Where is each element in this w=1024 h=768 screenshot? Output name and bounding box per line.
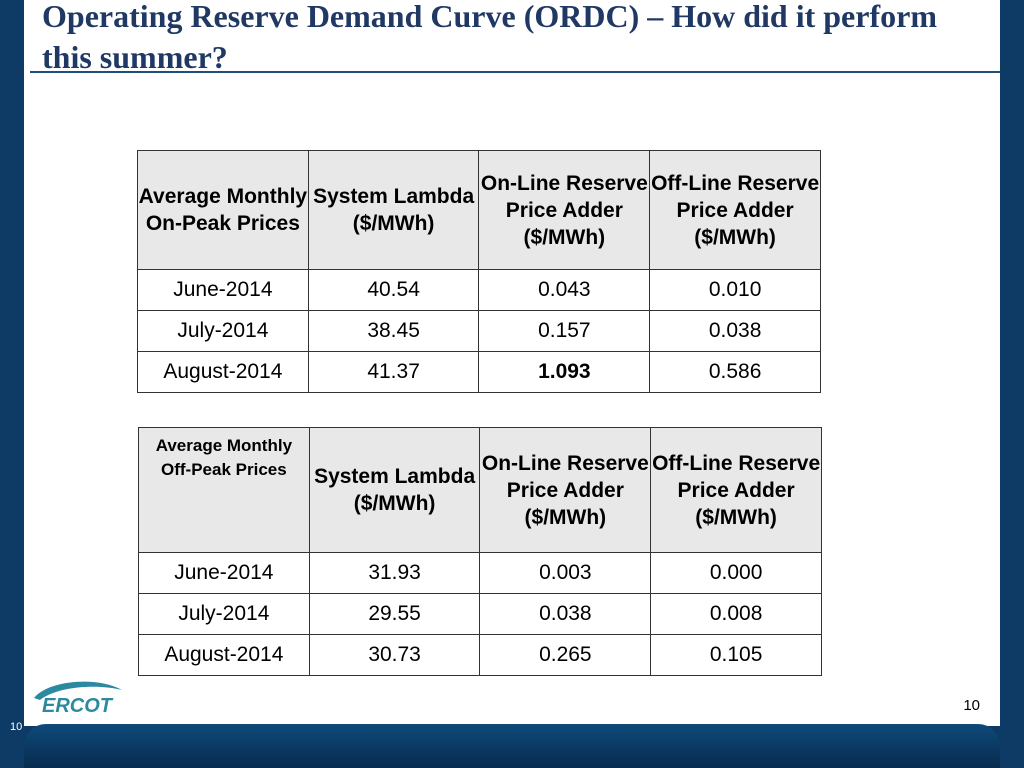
on-peak-price-table: Average Monthly On-Peak Prices System La…	[137, 150, 821, 393]
cell-online-adder: 0.003	[479, 552, 652, 594]
footer-bar	[24, 724, 1000, 768]
header-offline-adder: Off-Line Reserve Price Adder ($/MWh)	[649, 150, 821, 270]
cell-month: July-2014	[138, 593, 310, 635]
cell-system-lambda: 30.73	[308, 634, 481, 676]
cell-offline-adder: 0.008	[650, 593, 822, 635]
cell-online-adder: 0.157	[478, 310, 651, 352]
cell-online-adder: 0.043	[478, 269, 651, 311]
cell-month: August-2014	[137, 351, 309, 393]
header-system-lambda: System Lambda ($/MWh)	[307, 150, 480, 270]
header-period: Average Monthly Off-Peak Prices	[138, 427, 310, 553]
cell-system-lambda: 38.45	[307, 310, 480, 352]
slide: Operating Reserve Demand Curve (ORDC) – …	[24, 0, 1000, 726]
cell-month: August-2014	[138, 634, 310, 676]
slide-title: Operating Reserve Demand Curve (ORDC) – …	[42, 0, 937, 75]
off-peak-price-table: Average Monthly Off-Peak Prices System L…	[138, 427, 822, 676]
title-divider	[30, 71, 1000, 73]
table-row: August-2014 41.37 1.093 0.586	[137, 351, 821, 393]
page-number: 10	[963, 697, 980, 714]
cell-system-lambda: 41.37	[307, 351, 480, 393]
ercot-logo: ERCOT	[34, 681, 122, 716]
cell-offline-adder: 0.038	[649, 310, 821, 352]
header-offline-adder: Off-Line Reserve Price Adder ($/MWh)	[650, 427, 822, 553]
table-row: July-2014 29.55 0.038 0.008	[138, 593, 822, 635]
table-row: July-2014 38.45 0.157 0.038	[137, 310, 821, 352]
cell-offline-adder: 0.586	[649, 351, 821, 393]
header-system-lambda: System Lambda ($/MWh)	[308, 427, 481, 553]
header-online-adder: On-Line Reserve Price Adder ($/MWh)	[479, 427, 652, 553]
cell-offline-adder: 0.000	[650, 552, 822, 594]
cell-system-lambda: 31.93	[308, 552, 481, 594]
cell-month: June-2014	[137, 269, 309, 311]
table-header-row: Average Monthly Off-Peak Prices System L…	[138, 427, 822, 553]
cell-month: July-2014	[137, 310, 309, 352]
cell-system-lambda: 29.55	[308, 593, 481, 635]
table-row: June-2014 31.93 0.003 0.000	[138, 552, 822, 594]
corner-page-number: 10	[10, 721, 23, 733]
table-header-row: Average Monthly On-Peak Prices System La…	[137, 150, 821, 270]
cell-offline-adder: 0.105	[650, 634, 822, 676]
logo-text: ERCOT	[42, 695, 114, 716]
cell-system-lambda: 40.54	[307, 269, 480, 311]
cell-online-adder: 0.038	[479, 593, 652, 635]
table-row: June-2014 40.54 0.043 0.010	[137, 269, 821, 311]
cell-month: June-2014	[138, 552, 310, 594]
cell-online-adder: 0.265	[479, 634, 652, 676]
header-online-adder: On-Line Reserve Price Adder ($/MWh)	[478, 150, 651, 270]
cell-offline-adder: 0.010	[649, 269, 821, 311]
cell-online-adder-highlight: 1.093	[478, 351, 651, 393]
header-period: Average Monthly On-Peak Prices	[137, 150, 309, 270]
table-row: August-2014 30.73 0.265 0.105	[138, 634, 822, 676]
